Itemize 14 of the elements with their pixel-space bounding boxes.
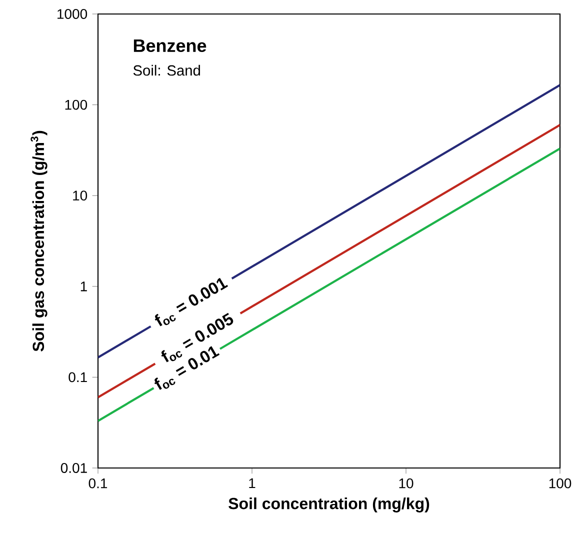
x-tick-label: 10: [399, 478, 414, 488]
x-axis-title: Soil concentration (mg/kg): [228, 497, 430, 512]
y-tick-label: 100: [65, 100, 88, 110]
x-tick-label: 100: [549, 478, 572, 488]
y-tick-label: 0.01: [60, 463, 87, 473]
x-tick-label: 0.1: [88, 478, 108, 488]
x-tick-label: 1: [249, 478, 256, 488]
y-tick-label: 10: [73, 190, 88, 201]
y-tick-label: 0.1: [68, 372, 87, 382]
text: Soil: Sand: [133, 64, 200, 76]
text: Benzene: [134, 40, 206, 52]
y-tick-label: 1000: [58, 9, 88, 19]
y-tick-label: 1: [80, 282, 87, 292]
y-axis-title: Soil gas concentration (g/m$^{3}$): [30, 130, 48, 352]
